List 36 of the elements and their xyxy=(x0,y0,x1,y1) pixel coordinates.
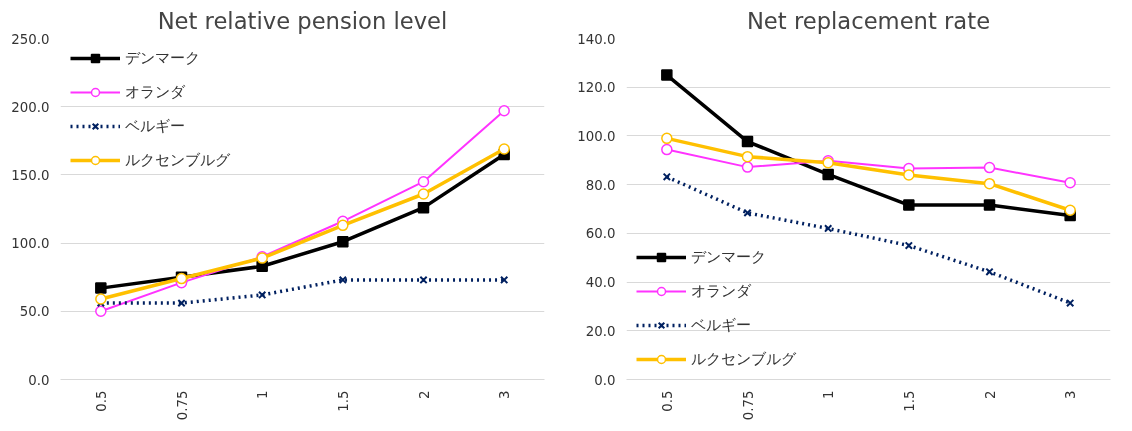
legend-label: ベルギー xyxy=(691,315,751,335)
y-tick-label: 40.0 xyxy=(585,275,616,291)
y-tick-label: 0.0 xyxy=(28,372,50,388)
chart-title: Net replacement rate xyxy=(746,7,991,34)
legend-label: オランダ xyxy=(125,82,185,102)
y-tick-label: 100.0 xyxy=(11,236,50,252)
x-tick-label: 2 xyxy=(416,390,432,399)
x-tick-label: 0.75 xyxy=(740,390,756,421)
legend-label: ルクセンブルグ xyxy=(125,150,230,170)
y-tick-label: 150.0 xyxy=(11,167,50,183)
y-tick-label: 50.0 xyxy=(19,304,50,320)
x-tick-label: 0.75 xyxy=(174,390,190,421)
legend-label: デンマーク xyxy=(691,247,766,267)
y-tick-label: 250.0 xyxy=(11,31,50,47)
x-tick-label: 0.5 xyxy=(93,390,109,412)
legend-label: ルクセンブルグ xyxy=(691,349,796,369)
x-tick-label: 1.5 xyxy=(901,390,917,412)
y-tick-label: 120.0 xyxy=(577,80,616,96)
legend-label: デンマーク xyxy=(125,48,200,68)
y-tick-label: 100.0 xyxy=(577,128,616,144)
y-tick-label: 140.0 xyxy=(577,31,616,47)
x-tick-label: 3 xyxy=(1063,390,1079,399)
chart-title: Net relative pension level xyxy=(157,7,448,34)
x-tick-label: 0.5 xyxy=(659,390,675,412)
x-tick-label: 1 xyxy=(255,390,271,399)
y-tick-label: 60.0 xyxy=(585,226,616,242)
y-tick-label: 0.0 xyxy=(594,372,616,388)
x-tick-label: 1.5 xyxy=(335,390,351,412)
legend-label: オランダ xyxy=(691,281,751,301)
x-tick-label: 3 xyxy=(497,390,513,399)
y-tick-label: 200.0 xyxy=(11,99,50,115)
x-tick-label: 2 xyxy=(982,390,998,399)
legend-label: ベルギー xyxy=(125,116,185,136)
y-tick-label: 20.0 xyxy=(585,323,616,339)
x-tick-label: 1 xyxy=(821,390,837,399)
y-tick-label: 80.0 xyxy=(585,177,616,193)
